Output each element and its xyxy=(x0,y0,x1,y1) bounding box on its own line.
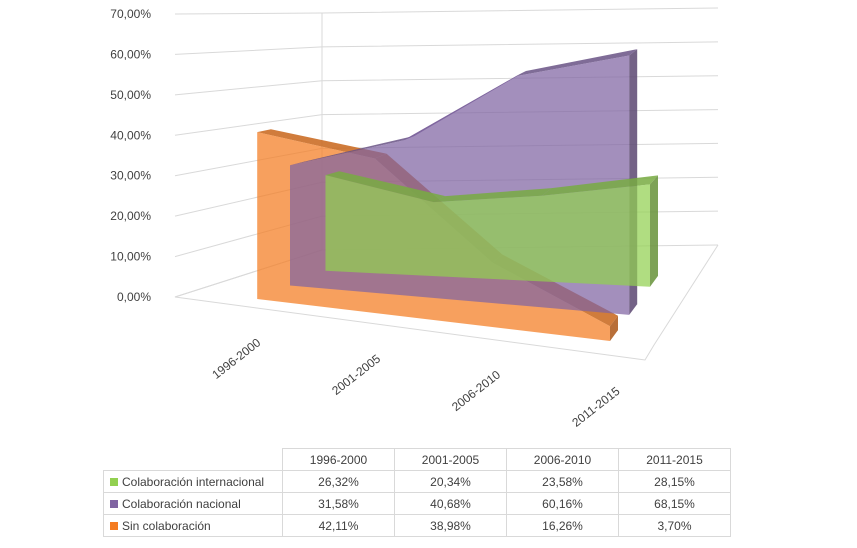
series-name: Colaboración nacional xyxy=(122,496,241,511)
data-table-header-row: 1996-2000 2001-2005 2006-2010 2011-2015 xyxy=(103,448,731,471)
legend-key xyxy=(110,499,118,508)
value-cell: 3,70% xyxy=(618,514,731,537)
series-label-cell: Colaboración internacional xyxy=(103,470,283,493)
column-header: 2006-2010 xyxy=(506,448,619,471)
value-cell: 16,26% xyxy=(506,514,619,537)
series-area-face xyxy=(325,175,650,287)
table-row: Sin colaboración 42,11% 38,98% 16,26% 3,… xyxy=(103,514,731,537)
series-top-surface xyxy=(290,135,415,166)
series-top-surface xyxy=(433,188,552,203)
series-top-surface xyxy=(325,171,446,203)
data-table: 1996-2000 2001-2005 2006-2010 2011-2015 … xyxy=(103,448,731,537)
x-tick-label: 1996-2000 xyxy=(209,335,263,382)
series-top-surface xyxy=(541,175,658,196)
area-chart-3d: 0,00% 10,00% 20,00% 30,00% 40,00% 50,00% 60,00… xyxy=(110,7,719,430)
y-tick-label: 30,00% xyxy=(110,169,151,183)
x-tick-label: 2001-2005 xyxy=(329,351,383,398)
series-end-cap xyxy=(650,175,658,287)
data-table-corner xyxy=(103,448,283,471)
value-cell: 42,11% xyxy=(282,514,395,537)
series-name: Colaboración internacional xyxy=(122,474,265,489)
legend-key xyxy=(110,521,118,530)
value-cell: 38,98% xyxy=(394,514,507,537)
x-tick-label: 2006-2010 xyxy=(449,367,503,414)
series-label-cell: Sin colaboración xyxy=(103,514,283,537)
y-tick-label: 0,00% xyxy=(117,290,151,304)
series-name: Sin colaboración xyxy=(122,518,211,533)
y-tick-label: 50,00% xyxy=(110,88,151,102)
value-cell: 68,15% xyxy=(618,492,731,515)
value-cell: 60,16% xyxy=(506,492,619,515)
table-row: Colaboración internacional 26,32% 20,34%… xyxy=(103,470,731,493)
gridline xyxy=(174,7,719,15)
value-cell: 23,58% xyxy=(506,470,619,493)
value-cell: 31,58% xyxy=(282,492,395,515)
value-cell: 28,15% xyxy=(618,470,731,493)
series-end-cap xyxy=(610,315,618,341)
y-tick-label: 60,00% xyxy=(110,47,151,61)
column-header: 2001-2005 xyxy=(394,448,507,471)
y-tick-label: 40,00% xyxy=(110,128,151,142)
value-cell: 20,34% xyxy=(394,470,507,493)
column-header: 1996-2000 xyxy=(282,448,395,471)
series-top-surface xyxy=(516,49,638,77)
legend-key xyxy=(110,477,118,486)
value-cell: 40,68% xyxy=(394,492,507,515)
y-tick-label: 70,00% xyxy=(110,7,151,21)
column-header: 2011-2015 xyxy=(618,448,731,471)
x-tick-label: 2011-2015 xyxy=(569,384,622,430)
y-tick-label: 20,00% xyxy=(110,209,151,223)
series-label-cell: Colaboración nacional xyxy=(103,492,283,515)
y-tick-label: 10,00% xyxy=(110,250,151,264)
value-cell: 26,32% xyxy=(282,470,395,493)
table-row: Colaboración nacional 31,58% 40,68% 60,1… xyxy=(103,492,731,515)
